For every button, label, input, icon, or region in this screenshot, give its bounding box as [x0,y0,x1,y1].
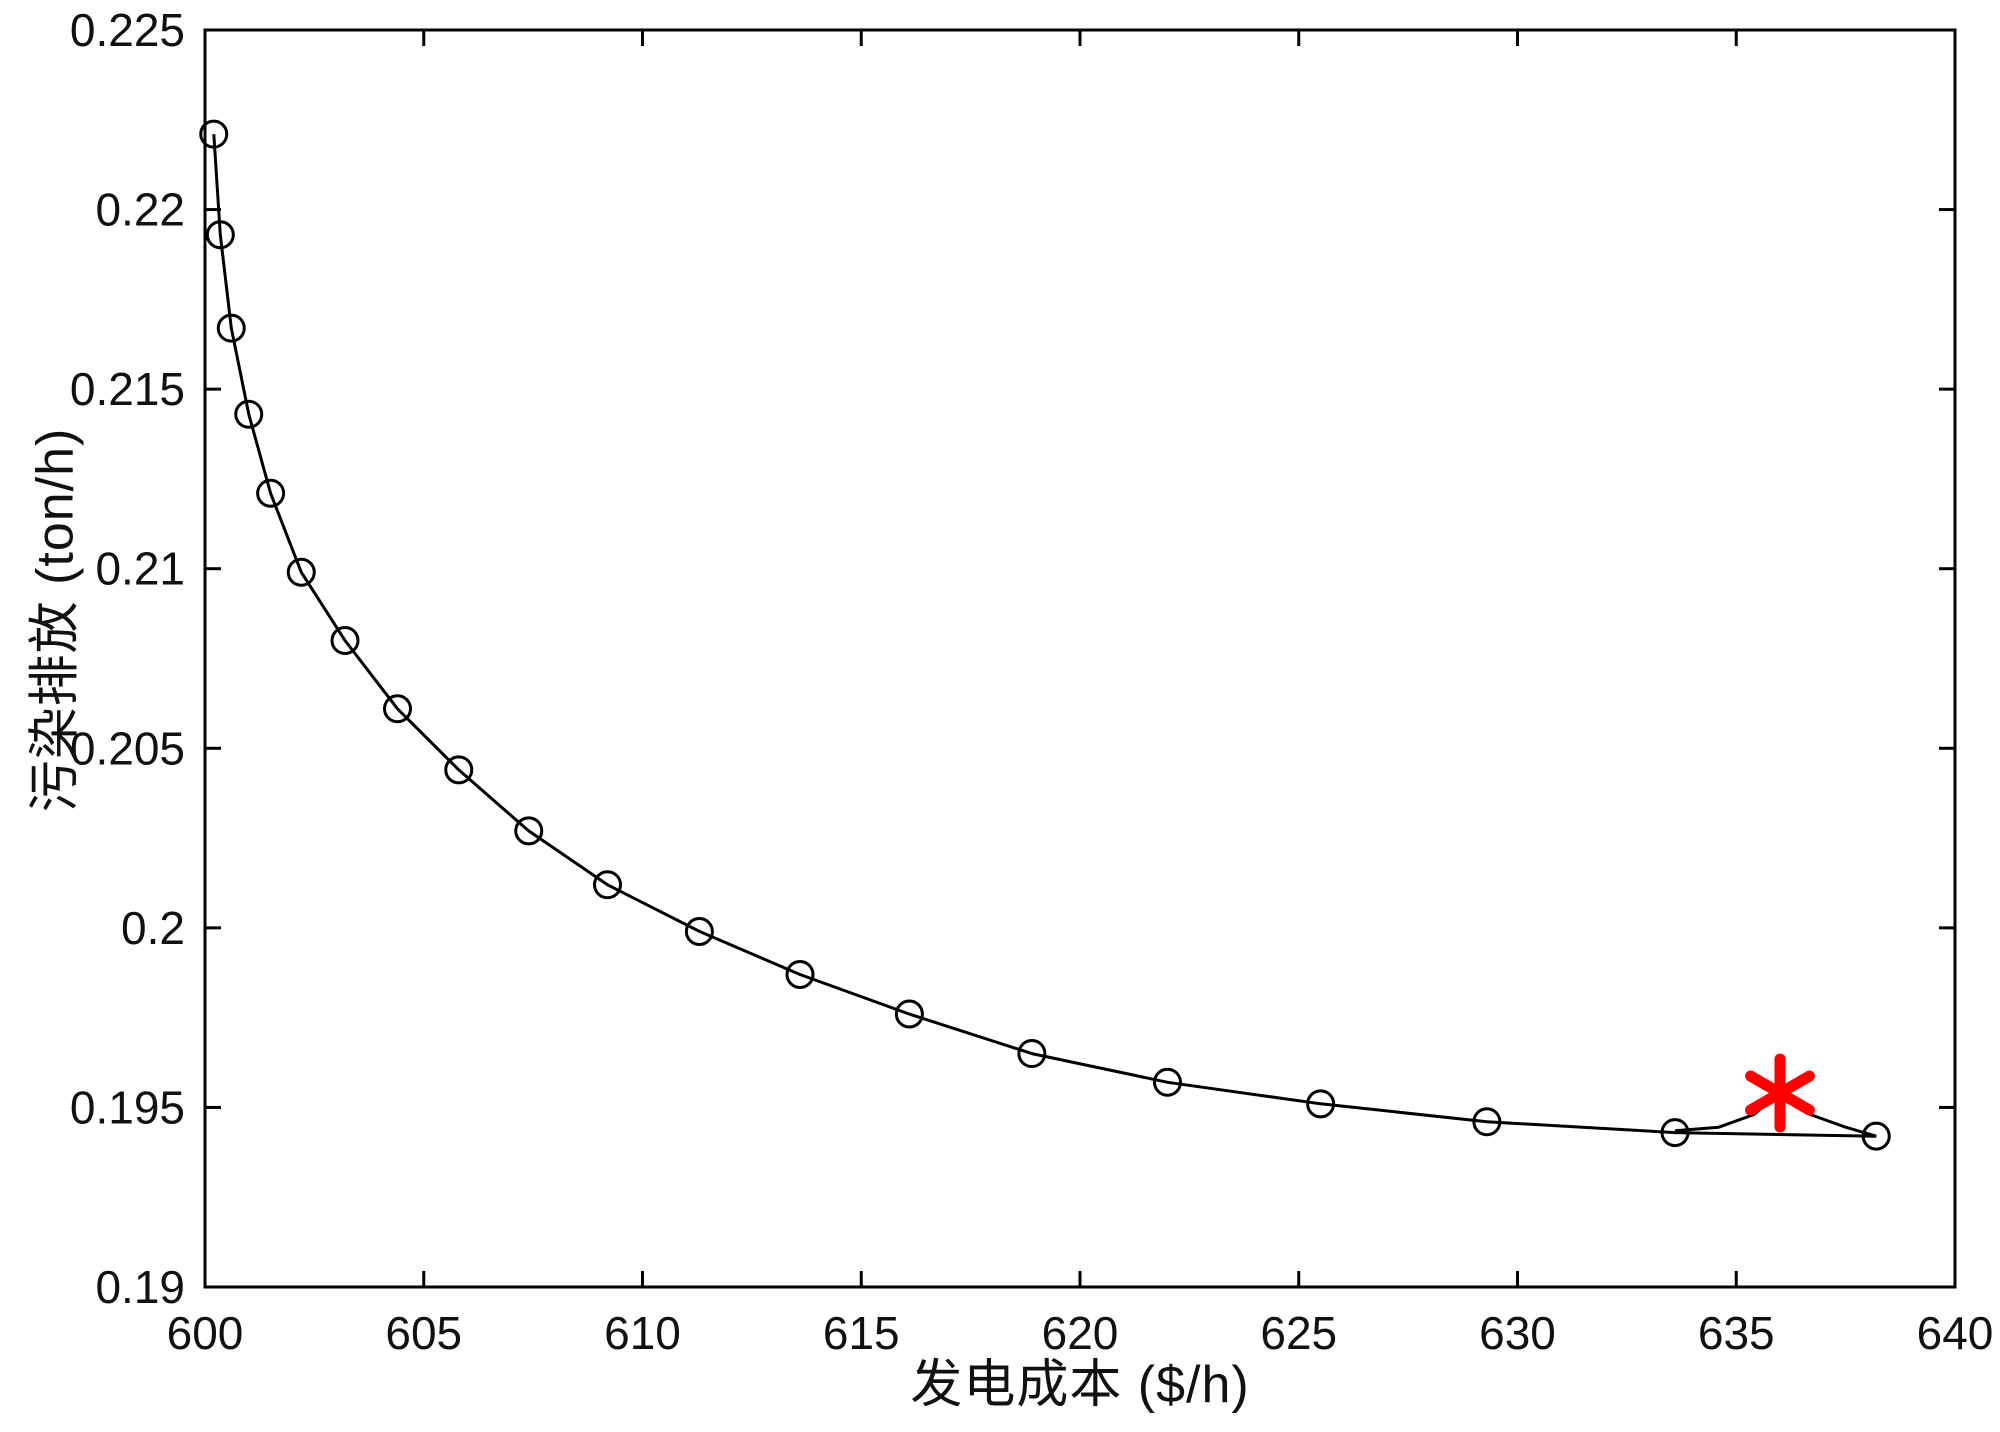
best-compromise-asterisk-marker [1745,1070,1815,1116]
y-tick-label: 0.205 [70,722,185,774]
pareto-front-line [212,134,1877,1138]
pareto-circle-marker [514,816,544,846]
pareto-circle-marker [1472,1107,1502,1137]
pareto-circle-marker [785,960,815,990]
x-tick-label: 605 [385,1307,462,1359]
y-axis-label: 污染排放 (ton/h) [26,427,85,813]
pareto-circle-marker [383,694,412,724]
x-tick-label: 620 [1042,1307,1119,1359]
x-tick-label: 600 [167,1307,244,1359]
y-tick-label: 0.22 [95,184,185,236]
x-axis-label: 发电成本 ($/h) [910,1356,1250,1414]
x-tick-label: 640 [1917,1307,1994,1359]
x-tick-label: 630 [1479,1307,1556,1359]
pareto-circle-marker [684,916,714,946]
pareto-circle-marker [286,557,316,587]
x-tick-label: 625 [1260,1307,1337,1359]
x-tick-label: 610 [604,1307,681,1359]
pareto-circle-marker [216,313,246,343]
y-tick-label: 0.215 [70,363,185,415]
y-tick-label: 0.225 [70,4,185,56]
pareto-circle-marker [234,399,264,429]
pareto-circle-marker [1306,1089,1336,1119]
y-tick-label: 0.195 [70,1081,185,1133]
pareto-circle-marker [593,870,622,900]
axes-box [203,28,1957,1289]
y-tick-label: 0.21 [95,543,185,595]
y-tick-label: 0.2 [121,902,185,954]
pareto-circle-marker [205,220,235,250]
x-tick-label: 615 [823,1307,900,1359]
y-tick-label: 0.19 [95,1261,185,1313]
pareto-circle-marker [256,478,286,508]
pareto-circle-marker [1017,1039,1047,1069]
x-tick-label: 635 [1698,1307,1775,1359]
pareto-circle-marker [1660,1118,1690,1148]
pareto-circle-marker [199,119,229,149]
pareto-circle-marker [444,755,474,785]
pareto-circle-marker [894,999,924,1029]
pareto-circle-marker [330,626,360,656]
pareto-circle-marker [1861,1121,1891,1151]
pareto-circle-marker [1153,1067,1182,1097]
